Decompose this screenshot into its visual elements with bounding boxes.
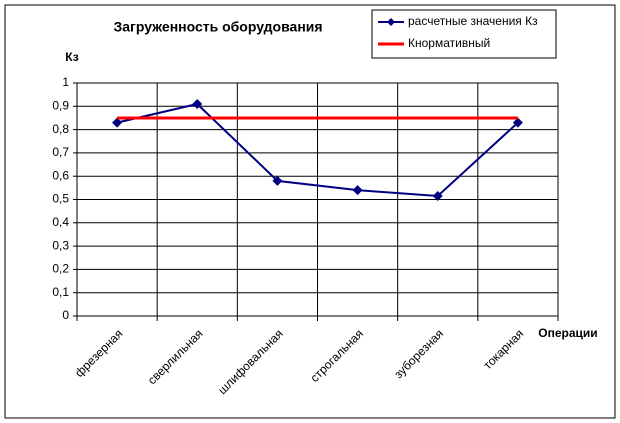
y-tick-label: 0,9 xyxy=(52,98,69,112)
point-marker xyxy=(432,191,443,202)
y-tick-label: 0,7 xyxy=(52,145,69,159)
x-axis-title: Операции xyxy=(538,326,597,340)
chart-title: Загруженность оборудования xyxy=(113,19,322,35)
legend-marker xyxy=(387,18,395,26)
point-marker xyxy=(112,117,123,128)
y-tick-label: 0,3 xyxy=(52,238,69,252)
legend-label: Кнормативный xyxy=(408,36,490,50)
y-tick-label: 0,5 xyxy=(52,192,69,206)
y-tick-label: 0,2 xyxy=(52,262,69,276)
y-tick-label: 0,6 xyxy=(52,168,69,182)
y-tick-label: 0,4 xyxy=(52,215,69,229)
y-tick-label: 0,8 xyxy=(52,122,69,136)
point-marker xyxy=(512,117,523,128)
point-marker xyxy=(352,185,363,196)
point-marker xyxy=(192,98,203,109)
legend-label: расчетные значения Кз xyxy=(408,14,538,28)
legend: расчетные значения Кз Кнормативный xyxy=(371,9,557,59)
legend-box xyxy=(371,9,557,59)
y-tick-label: 0 xyxy=(62,308,69,322)
point-marker xyxy=(272,175,283,186)
y-tick-label: 0,1 xyxy=(52,285,69,299)
series-line xyxy=(116,102,519,198)
y-axis-title: Кз xyxy=(65,50,78,64)
chart-border xyxy=(4,4,616,419)
y-tick-label: 1 xyxy=(62,75,69,89)
